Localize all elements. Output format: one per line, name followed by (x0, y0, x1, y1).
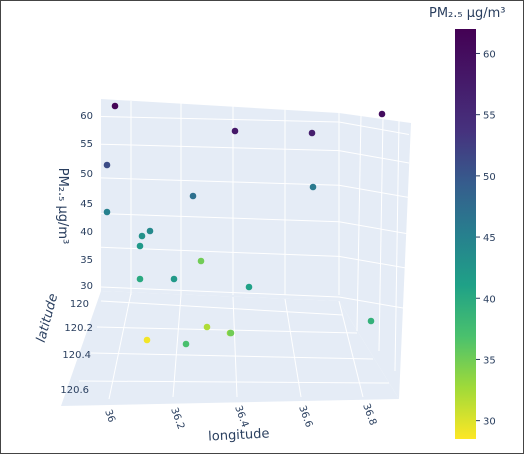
colorbar-title: PM₂.₅ μg/m³ (429, 6, 506, 21)
z-tick-label: 50 (80, 169, 93, 180)
y-tick-label: 120.4 (62, 350, 91, 361)
data-point[interactable] (227, 329, 235, 337)
colorbar-ticks: 30 35 40 45 50 55 60 (476, 49, 496, 428)
grid-line (356, 114, 362, 332)
data-point[interactable] (203, 323, 211, 331)
grid-line (78, 380, 390, 384)
colorbar-tick-label: 40 (483, 294, 496, 305)
data-point[interactable] (378, 110, 386, 118)
data-point[interactable] (111, 102, 119, 110)
data-point[interactable] (231, 127, 239, 135)
data-point[interactable] (182, 340, 190, 348)
grid-line (284, 298, 302, 398)
data-points (103, 102, 386, 348)
colorbar-tick-label: 50 (483, 172, 496, 183)
z-axis-title: PM₂.₅ μg/m³ (55, 168, 70, 245)
grid-line (90, 352, 374, 360)
z-tick-label: 45 (80, 199, 93, 210)
grid-line (100, 300, 344, 316)
colorbar-tick-label: 60 (483, 49, 496, 60)
grid-line (100, 213, 340, 223)
y-tick-label: 120.2 (64, 323, 93, 334)
data-point[interactable] (309, 183, 317, 191)
x-axis-ticks: 36 36.2 36.4 36.6 36.8 (102, 402, 378, 431)
grid-line (232, 296, 238, 398)
colorbar (455, 29, 476, 439)
y-axis-title: latitude (34, 292, 61, 344)
colorbar-tick-label: 30 (483, 417, 496, 428)
z-axis-ticks: 30 35 40 45 50 55 60 (80, 111, 93, 292)
data-point[interactable] (367, 317, 375, 325)
z-tick-label: 35 (80, 255, 93, 266)
grid-line (96, 326, 358, 334)
grid-line (338, 296, 410, 310)
x-tick-label: 36.6 (296, 404, 314, 429)
grid-line (100, 116, 340, 123)
data-point[interactable] (143, 336, 151, 344)
data-point[interactable] (103, 208, 111, 216)
y-tick-label: 120 (70, 299, 89, 310)
data-point[interactable] (146, 227, 154, 235)
z-tick-label: 40 (80, 227, 93, 238)
z-tick-label: 30 (80, 281, 93, 292)
back-wall (101, 99, 339, 301)
y-axis-ticks: 120 120.2 120.4 120.6 (60, 299, 93, 396)
floor-plane (61, 291, 399, 406)
data-point[interactable] (197, 257, 205, 265)
grid-line (338, 121, 410, 135)
x-tick-label: 36.2 (168, 406, 186, 431)
data-point[interactable] (245, 283, 253, 291)
data-point[interactable] (308, 129, 316, 137)
data-point[interactable] (136, 242, 144, 250)
z-tick-label: 55 (80, 139, 93, 150)
data-point[interactable] (189, 192, 197, 200)
colorbar-tick-label: 55 (483, 111, 496, 122)
x-tick-label: 36.8 (360, 402, 378, 427)
grid-line (100, 286, 340, 298)
data-point[interactable] (138, 232, 146, 240)
x-tick-label: 36 (102, 408, 117, 424)
x-tick-label: 36.4 (232, 404, 250, 429)
data-point[interactable] (170, 275, 178, 283)
x-axis-title: longitude (208, 426, 270, 444)
z-tick-label: 60 (80, 111, 93, 122)
grid-line (394, 120, 400, 372)
grid-line (338, 150, 410, 164)
grid-line (100, 177, 340, 186)
y-tick-label: 120.6 (60, 385, 89, 396)
data-point[interactable] (136, 275, 144, 283)
grid-line (378, 117, 384, 352)
grid-line (100, 143, 340, 152)
grid-line (172, 294, 182, 398)
grid-line (338, 255, 410, 269)
grid-line (338, 300, 364, 398)
data-point[interactable] (103, 161, 111, 169)
colorbar-tick-label: 35 (483, 355, 496, 366)
colorbar-tick-label: 45 (483, 233, 496, 244)
